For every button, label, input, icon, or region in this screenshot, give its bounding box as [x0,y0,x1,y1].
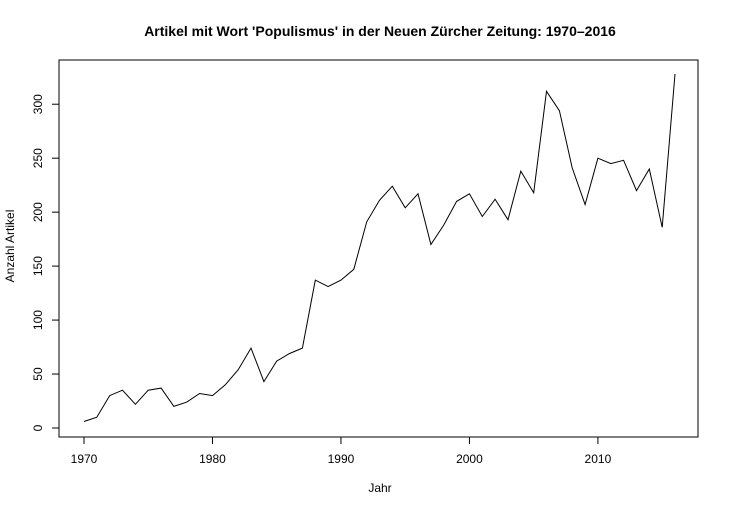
series-line [83,73,676,422]
x-tick-label: 2000 [456,452,483,466]
x-axis: 1970 1980 1990 2000 2010 [71,436,612,466]
y-tick-label: 0 [31,424,45,431]
y-axis-label: Anzahl Artikel [3,210,17,283]
y-axis: 0 50 100 150 200 250 300 [31,94,60,431]
x-tick-label: 1990 [328,452,355,466]
y-tick-label: 50 [31,367,45,381]
chart-title: Artikel mit Wort 'Populismus' in der Neu… [144,23,616,39]
y-tick-label: 100 [31,310,45,330]
x-tick-label: 1970 [71,452,98,466]
x-tick-label: 1980 [199,452,226,466]
y-tick-label: 300 [31,94,45,114]
y-tick-label: 150 [31,256,45,276]
y-tick-label: 200 [31,202,45,222]
x-axis-label: Jahr [368,481,391,495]
plot-frame [58,59,699,438]
x-tick-label: 2010 [585,452,612,466]
y-tick-label: 250 [31,148,45,168]
